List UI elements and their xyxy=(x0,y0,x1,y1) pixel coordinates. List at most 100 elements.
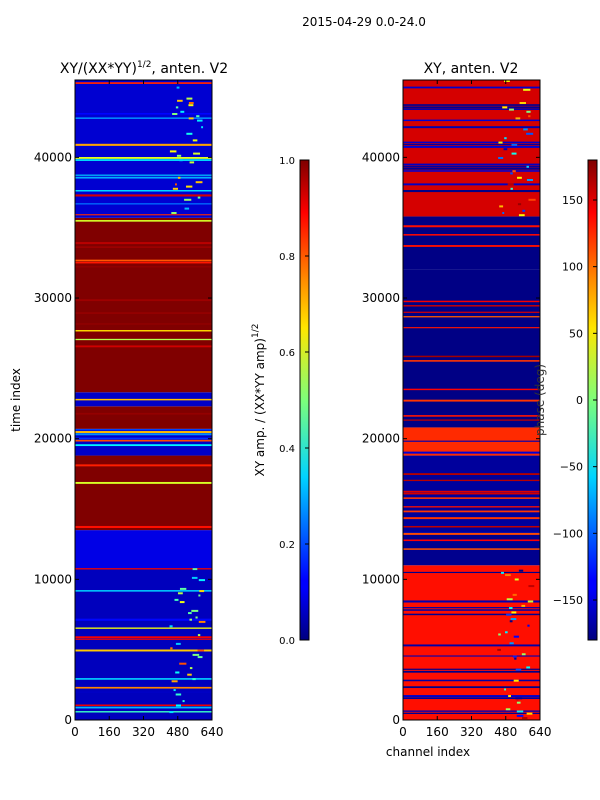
colorbar-a-label: XY amp. / (XX*YY amp)1/2 xyxy=(251,324,267,477)
heatmap-row-stripe xyxy=(75,330,212,332)
heatmap-row-stripe xyxy=(403,506,540,508)
heatmap-row-stripe xyxy=(403,141,540,144)
heatmap-cell xyxy=(523,88,531,91)
heatmap-cell xyxy=(188,117,194,120)
heatmap-row-stripe xyxy=(403,473,540,475)
heatmap-cell xyxy=(188,612,192,615)
heatmap-cell xyxy=(509,620,513,623)
heatmap-cell xyxy=(518,569,524,572)
heatmap-row-stripe xyxy=(403,316,540,318)
heatmap-cell xyxy=(177,176,181,179)
heatmap-cell xyxy=(512,170,516,173)
heatmap-cell xyxy=(184,207,190,210)
heatmap-row-stripe xyxy=(403,571,540,574)
colorbar-tick-label: 0 xyxy=(576,394,583,407)
heatmap-row-stripe xyxy=(75,242,212,245)
heatmap-band xyxy=(403,565,540,720)
y-tick-label: 10000 xyxy=(34,572,72,586)
heatmap-row-stripe xyxy=(403,532,540,535)
x-tick-label: 480 xyxy=(166,725,189,739)
heatmap-row-stripe xyxy=(403,234,540,236)
heatmap-row-stripe xyxy=(75,428,212,431)
heatmap-cell xyxy=(521,604,526,607)
colorbar-a-axis: 0.0 0.2 0.4 0.6 0.8 1.0 xyxy=(279,156,309,647)
heatmap-cell xyxy=(515,668,522,671)
heatmap-row-stripe xyxy=(75,266,212,268)
heatmap-cell xyxy=(175,704,182,707)
y-tick-label: 30000 xyxy=(362,291,400,305)
heatmap-cell xyxy=(526,712,533,715)
heatmap-row-stripe xyxy=(403,613,540,616)
heatmap-row-stripe xyxy=(75,312,212,314)
heatmap-cell xyxy=(195,181,203,184)
heatmap-cell xyxy=(182,700,185,703)
heatmap-row-stripe xyxy=(403,399,540,402)
x-tick-label: 320 xyxy=(132,725,155,739)
heatmap-cell xyxy=(506,613,512,616)
colorbar-tick-label: −100 xyxy=(553,527,583,540)
heatmap-cell xyxy=(176,154,182,157)
heatmap-row-stripe xyxy=(75,706,212,709)
heatmap-cell xyxy=(513,635,519,638)
heatmap-row-stripe xyxy=(75,203,212,205)
panel-b-title: XY, anten. V2 xyxy=(424,61,519,77)
y-tick-label: 20000 xyxy=(362,432,400,446)
heatmap-row-stripe xyxy=(403,183,540,186)
heatmap-band xyxy=(403,80,540,217)
colorbar-tick-label: 1.0 xyxy=(279,156,295,167)
heatmap-row-stripe xyxy=(75,220,212,222)
heatmap-row-stripe xyxy=(403,679,540,682)
heatmap-cell xyxy=(197,196,201,199)
heatmap-row-stripe xyxy=(403,327,540,329)
heatmap-cell xyxy=(197,119,203,122)
heatmap-row-stripe xyxy=(75,261,212,264)
heatmap-row-stripe xyxy=(403,360,540,362)
heatmap-cell xyxy=(195,616,198,619)
heatmap-row-stripe xyxy=(403,492,540,495)
heatmap-cell xyxy=(528,585,535,588)
heatmap-row-stripe xyxy=(75,159,212,161)
heatmap-cell xyxy=(180,110,185,113)
heatmap-row-stripe xyxy=(403,695,540,698)
heatmap-cell xyxy=(528,115,531,118)
heatmap-row-stripe xyxy=(403,168,540,170)
heatmap-cell xyxy=(527,624,530,627)
heatmap-cell xyxy=(518,214,525,217)
colorbar-b-axis: −150 −100 −50 0 50 100 150 xyxy=(553,194,597,607)
heatmap-cell xyxy=(193,152,201,155)
heatmap-cell xyxy=(179,587,187,590)
y-tick-label: 20000 xyxy=(34,432,72,446)
heatmap-cell xyxy=(517,203,522,206)
heatmap-cell xyxy=(188,102,194,104)
heatmap-row-stripe xyxy=(75,437,212,440)
heatmap-band xyxy=(75,455,212,531)
colorbar-tick-label: 100 xyxy=(562,261,583,274)
colorbar-tick-label: 150 xyxy=(562,194,583,207)
heatmap-cell xyxy=(192,568,198,571)
heatmap-row-stripe xyxy=(403,668,540,670)
heatmap-cell xyxy=(171,680,178,683)
heatmap-cell xyxy=(192,653,200,656)
heatmap-cell xyxy=(502,106,508,109)
heatmap-cell xyxy=(171,212,177,214)
heatmap-row-stripe xyxy=(75,481,212,484)
heatmap-cell xyxy=(184,198,192,201)
heatmap-cell xyxy=(516,714,524,717)
heatmap-cell xyxy=(197,649,205,652)
heatmap-row-stripe xyxy=(75,259,212,262)
colorbar-b-label: phase (deg) xyxy=(533,364,547,436)
heatmap-cell xyxy=(177,99,183,102)
heatmap-cell xyxy=(510,187,513,190)
heatmap-cell xyxy=(174,598,179,601)
heatmap-cell xyxy=(526,179,533,181)
heatmap-cell xyxy=(173,689,176,692)
heatmap-row-stripe xyxy=(75,174,212,176)
heatmap-row-stripe xyxy=(75,636,212,639)
heatmap-cell xyxy=(514,578,519,581)
heatmap-row-stripe xyxy=(403,311,540,313)
heatmap-cell xyxy=(522,209,526,212)
heatmap-cell xyxy=(197,656,203,659)
heatmap-cell xyxy=(191,576,198,579)
heatmap-cell xyxy=(515,117,521,120)
y-tick-label: 0 xyxy=(64,713,72,727)
